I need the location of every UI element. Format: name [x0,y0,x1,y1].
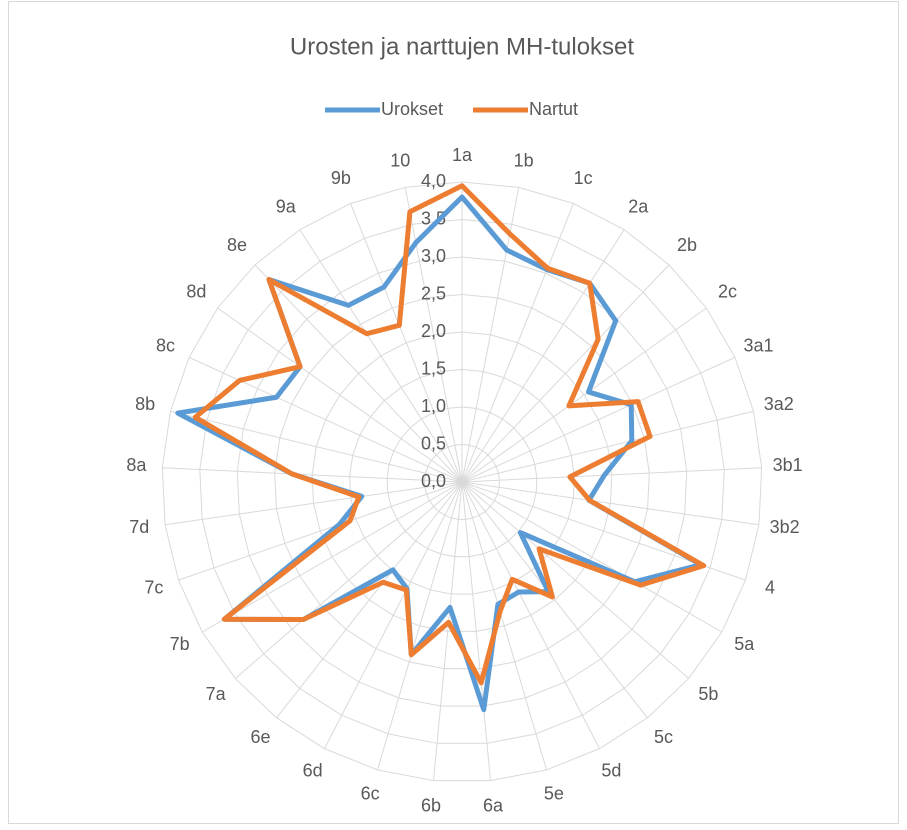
spoke [461,467,762,483]
spoke [201,481,463,633]
spoke [461,203,574,483]
grid-ring [311,331,613,632]
category-label: 1b [514,151,534,171]
spoke [461,307,707,483]
spoke [324,481,463,749]
category-label: 3a2 [764,394,794,414]
category-label: 8c [156,335,175,355]
spoke [299,229,463,483]
category-label: 7a [206,684,227,704]
category-label: 9a [276,197,297,217]
category-label: 8e [227,235,247,255]
category-label: 3b2 [770,517,800,537]
spoke [461,410,754,483]
spoke [461,481,648,719]
legend-label: Nartut [529,99,578,119]
category-label: 5b [698,684,718,704]
chart-title: Urosten ja narttujen MH-tulokset [290,33,634,60]
category-label: 6c [361,784,380,804]
spoke [461,229,625,483]
r-tick-label: 0,0 [421,471,446,491]
category-label: 3a1 [744,335,774,355]
category-label: 9b [331,168,351,188]
spoke [377,481,463,770]
grid-ring [349,368,575,595]
spoke [461,481,547,770]
spoke [461,481,690,679]
grid-ring [236,256,688,707]
legend-label: Urokset [381,99,443,119]
grid-ring [274,293,650,670]
category-label: 2a [628,197,649,217]
category-label: 5c [654,727,673,747]
category-label: 6d [303,761,323,781]
spoke [461,481,600,749]
category-label: 5e [544,784,564,804]
category-label: 8b [135,394,155,414]
category-label: 2c [718,282,737,302]
category-label: 8a [126,455,147,475]
category-label: 5d [601,761,621,781]
category-label: 6a [483,795,504,815]
category-label: 6e [250,727,270,747]
spoke [178,481,463,581]
spoke [276,481,463,719]
spoke [164,481,463,526]
category-label: 3b1 [773,455,803,475]
category-label: 1c [574,168,593,188]
r-tick-label: 2,0 [421,321,446,341]
r-tick-label: 2,5 [421,283,446,303]
spoke [234,481,463,679]
category-label: 2b [677,235,697,255]
spoke [461,356,736,483]
spoke [432,481,463,781]
grid-ring [161,181,763,782]
category-label: 6b [421,795,441,815]
r-tick-label: 1,5 [421,358,446,378]
spoke [254,264,463,483]
spoke [461,264,670,483]
category-label: 4 [765,577,775,597]
category-label: 7b [170,634,190,654]
spoke [350,203,463,483]
grid-ring [386,406,538,558]
spoke [404,187,463,483]
spoke [162,467,463,483]
category-label: 5a [734,634,755,654]
spoke [461,481,492,781]
r-tick-label: 1,0 [421,396,446,416]
category-label: 8d [186,282,206,302]
grid-ring [424,443,500,520]
category-label: 7d [129,517,149,537]
spoke [461,481,760,526]
category-label: 10 [390,151,410,171]
spoke [188,356,463,483]
r-tick-label: 0,5 [421,433,446,453]
r-tick-label: 3,5 [421,208,446,228]
spoke [461,481,723,633]
category-label: 1a [452,145,473,165]
spoke [170,410,463,483]
series-line [192,183,707,686]
spoke [217,307,463,483]
category-label: 7c [144,577,163,597]
r-tick-label: 4,0 [421,171,446,191]
r-tick-label: 3,0 [421,246,446,266]
grid-ring [199,218,725,744]
